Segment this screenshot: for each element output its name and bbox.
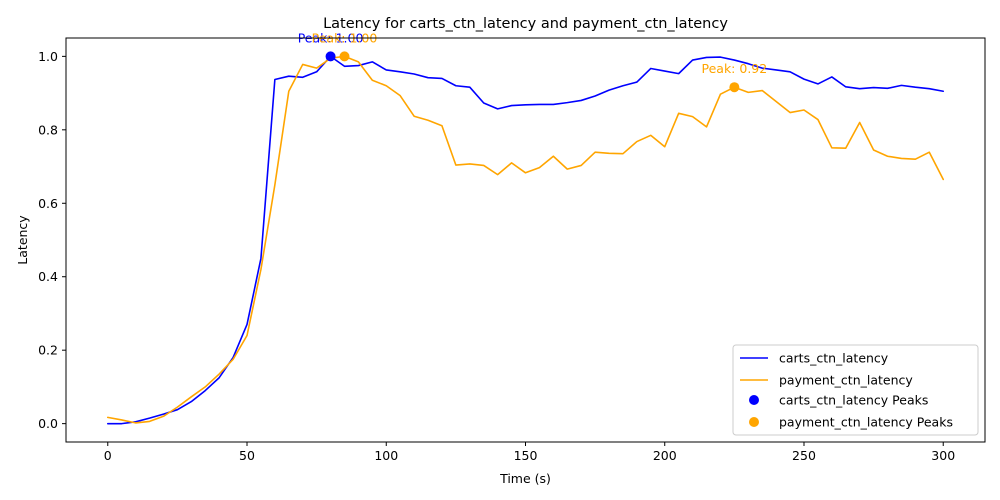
peak-marker-0 — [325, 51, 336, 62]
y-tick-label-4: 0.8 — [38, 122, 58, 137]
peak-marker-2 — [729, 82, 740, 93]
chart-title: Latency for carts_ctn_latency and paymen… — [323, 16, 728, 32]
x-tick-label-3: 150 — [514, 448, 538, 463]
legend-label-carts-peaks: carts_ctn_latency Peaks — [779, 393, 928, 408]
y-axis-label: Latency — [15, 215, 30, 265]
y-tick-label-0: 0.0 — [38, 416, 58, 431]
x-tick-label-0: 0 — [104, 448, 112, 463]
x-tick-label-5: 250 — [792, 448, 816, 463]
y-tick-label-5: 1.0 — [38, 49, 58, 64]
peak-marker-1 — [339, 51, 350, 62]
series-line-payment_ctn_latency — [106, 55, 945, 424]
y-tick-label-1: 0.2 — [38, 343, 58, 358]
x-tick-label-4: 200 — [653, 448, 677, 463]
x-tick-label-1: 50 — [239, 448, 255, 463]
x-axis-label: Time (s) — [499, 471, 551, 486]
legend-swatch-carts-peak — [749, 395, 759, 405]
y-tick-label-3: 0.6 — [38, 196, 58, 211]
legend-frame — [732, 344, 979, 436]
legend-label-payment-peaks: payment_ctn_latency Peaks — [779, 415, 953, 430]
x-tick-label-2: 100 — [374, 448, 398, 463]
x-axis-ticks: 0 50 100 150 200 250 300 — [104, 442, 955, 463]
legend: carts_ctn_latency payment_ctn_latency ca… — [732, 344, 979, 436]
legend-label-carts: carts_ctn_latency — [779, 351, 889, 366]
series-lines — [106, 55, 945, 425]
x-tick-label-6: 300 — [931, 448, 955, 463]
series-line-carts_ctn_latency — [106, 55, 945, 425]
peak-label-2: Peak: 0.92 — [702, 61, 768, 76]
y-tick-label-2: 0.4 — [38, 269, 58, 284]
plot-frame — [65, 37, 986, 443]
legend-label-payment: payment_ctn_latency — [779, 373, 913, 388]
legend-swatch-payment-peak — [749, 417, 759, 427]
y-axis-ticks: 0.0 0.2 0.4 0.6 0.8 1.0 — [38, 49, 66, 431]
